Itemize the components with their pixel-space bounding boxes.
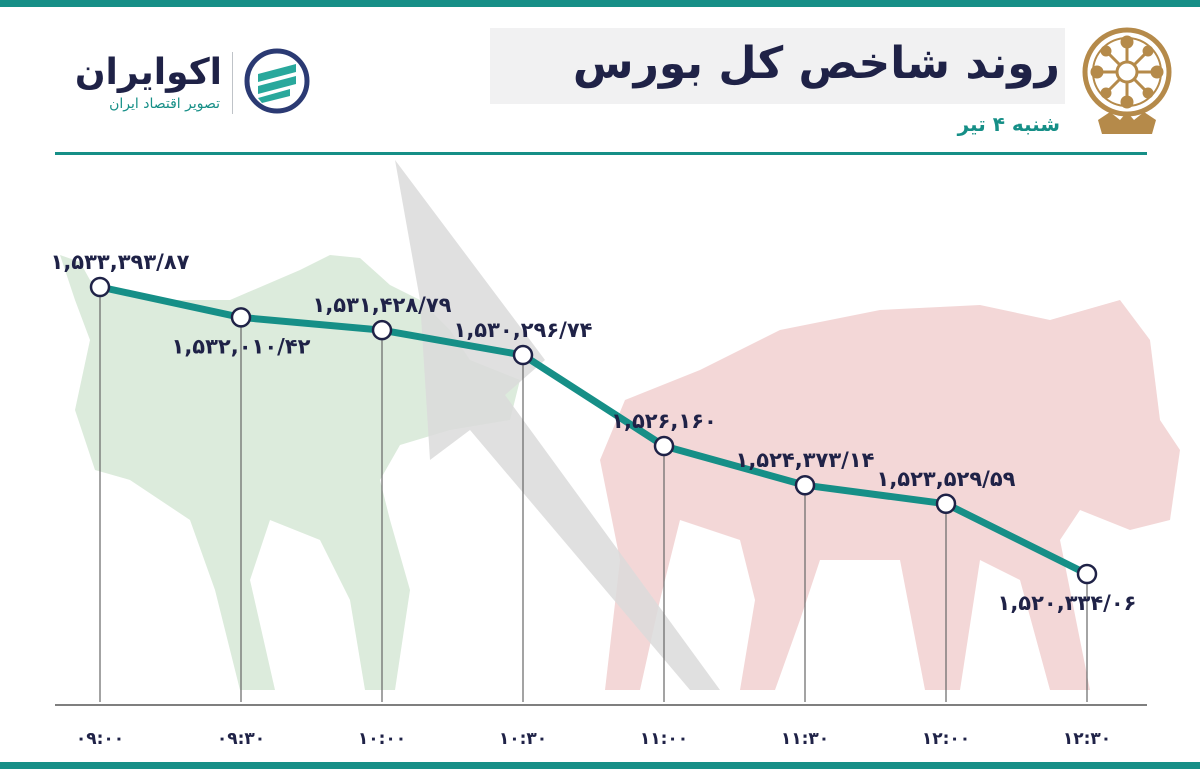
data-point — [1076, 563, 1098, 585]
data-point — [935, 493, 957, 515]
bottom-frame-bar — [0, 762, 1200, 769]
brand-divider — [232, 52, 233, 114]
x-tick-label: ۰۹:۰۰ — [76, 729, 124, 749]
x-tick-label: ۱۱:۳۰ — [781, 729, 829, 749]
date-subtitle: شنبه ۴ تیر — [957, 112, 1060, 136]
data-label: ۱,۵۳۲,۰۱۰/۴۲ — [172, 334, 311, 358]
data-label: ۱,۵۲۳,۵۲۹/۵۹ — [877, 467, 1016, 491]
series-line — [96, 283, 1091, 578]
data-label: ۱,۵۳۱,۴۲۸/۷۹ — [313, 293, 452, 317]
data-label: ۱,۵۲۴,۳۷۳/۱۴ — [736, 448, 875, 472]
x-tick-label: ۱۲:۳۰ — [1063, 729, 1111, 749]
data-point — [512, 344, 534, 366]
exchange-seal-icon — [1082, 27, 1172, 134]
x-tick-label: ۱۱:۰۰ — [640, 729, 688, 749]
data-label: ۱,۵۳۳,۳۹۳/۸۷ — [51, 250, 190, 274]
data-label: ۱,۵۲۶,۱۶۰ — [611, 409, 717, 433]
x-tick-label: ۱۰:۳۰ — [499, 729, 547, 749]
brand-logo-icon — [244, 48, 310, 114]
data-label: ۱,۵۲۰,۳۳۴/۰۶ — [998, 591, 1137, 615]
data-point — [653, 435, 675, 457]
brand-name: اکوایران — [74, 52, 222, 93]
title-band — [490, 28, 1065, 104]
down-arrow-shape — [395, 160, 720, 690]
data-point — [89, 276, 111, 298]
brand-tagline: تصویر اقتصاد ایران — [109, 96, 220, 112]
x-tick-label: ۱۰:۰۰ — [358, 729, 406, 749]
data-label: ۱,۵۳۰,۲۹۶/۷۴ — [454, 318, 593, 342]
x-tick-label: ۱۲:۰۰ — [922, 729, 970, 749]
header-rule — [55, 152, 1147, 155]
x-tick-label: ۰۹:۳۰ — [217, 729, 265, 749]
page-title: روند شاخص کل بورس — [572, 38, 1060, 89]
bull-silhouette — [60, 255, 520, 690]
data-point — [794, 474, 816, 496]
data-point — [371, 319, 393, 341]
data-point — [230, 307, 252, 328]
top-frame-bar — [0, 0, 1200, 7]
